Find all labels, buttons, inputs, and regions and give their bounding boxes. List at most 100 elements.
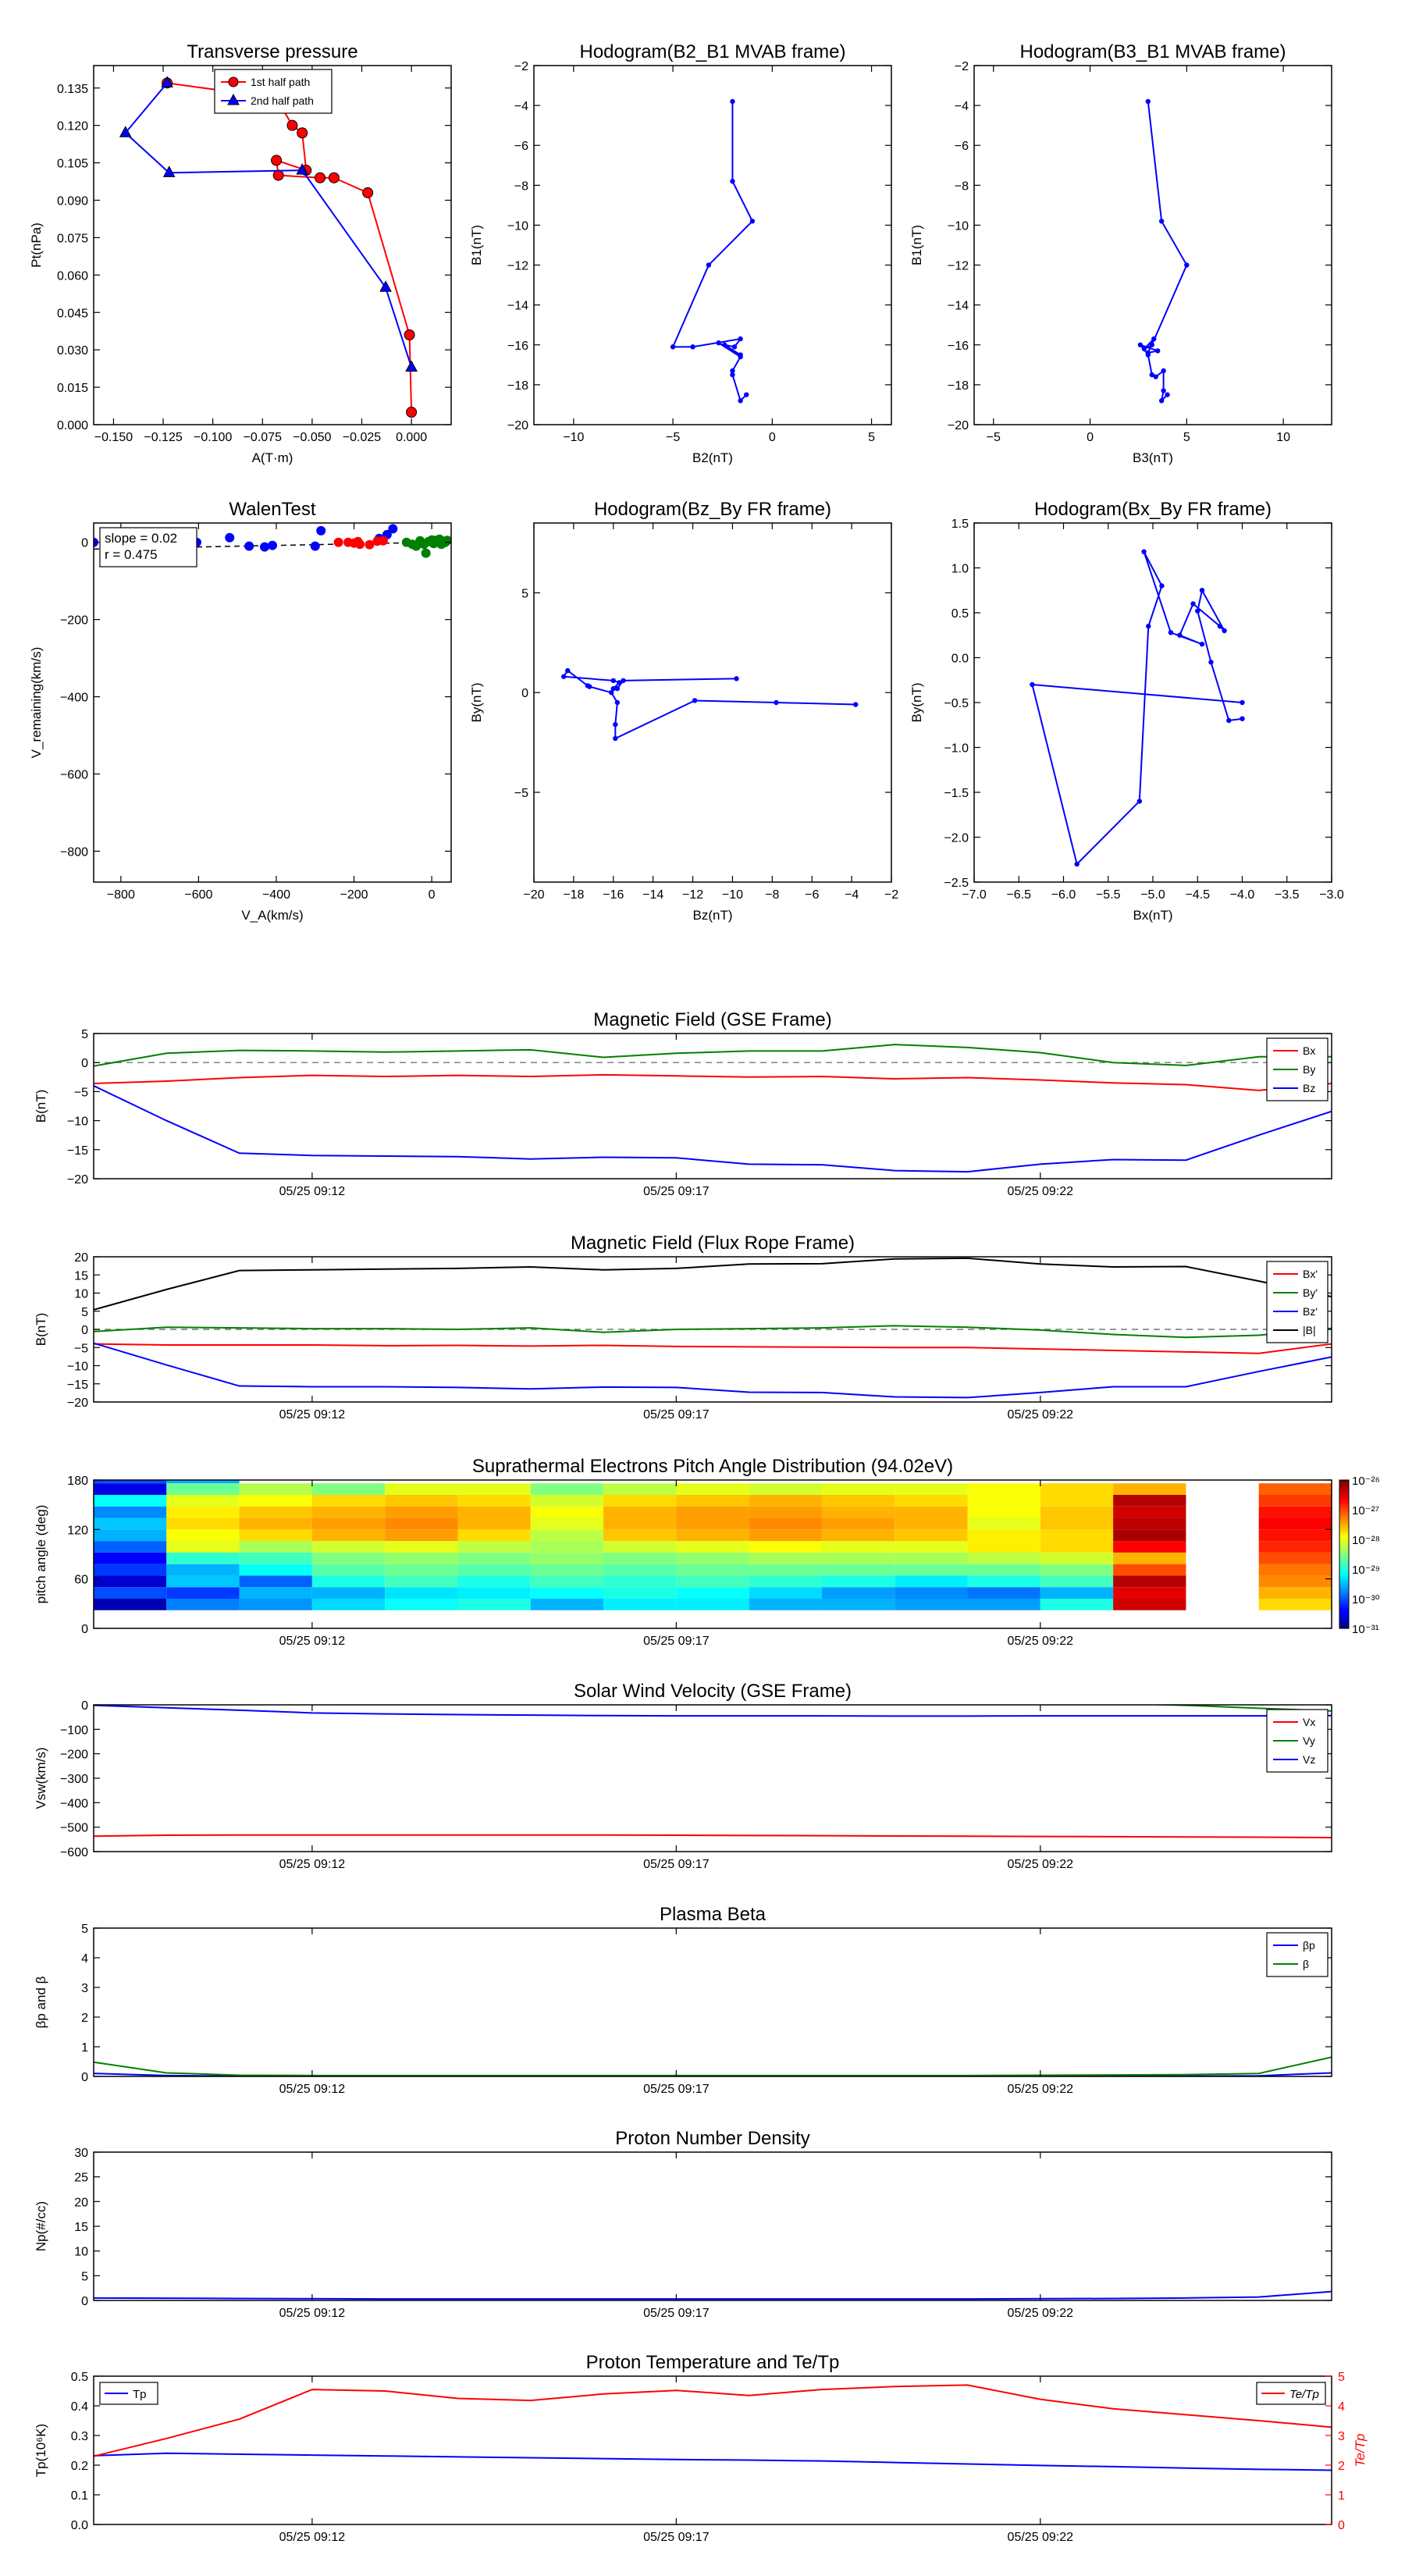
y-tick-label: 0.0 — [951, 653, 969, 666]
y-tick-label: 0.0 — [71, 2519, 88, 2532]
data-point — [621, 678, 626, 684]
heatmap-cell — [311, 1529, 386, 1542]
y-tick-label: 0.4 — [71, 2400, 88, 2414]
data-point — [738, 398, 743, 404]
heatmap-cell — [1040, 1587, 1114, 1599]
data-point — [614, 699, 621, 706]
y-tick-label: 4 — [81, 1952, 88, 1966]
heatmap-cell — [821, 1506, 895, 1518]
chart-title: Plasma Beta — [660, 1904, 767, 1925]
y-tick-label: −15 — [67, 1144, 88, 1158]
chart-title: Hodogram(B3_B1 MVAB frame) — [1019, 41, 1286, 62]
y-tick-label: 25 — [74, 2172, 88, 2185]
heatmap-cell — [603, 1564, 677, 1576]
y-tick-label: −20 — [507, 419, 528, 432]
series-group — [94, 1257, 1332, 1399]
heatmap-cell — [821, 1541, 895, 1553]
heatmap-cell — [239, 1552, 312, 1564]
data-point — [610, 678, 616, 684]
data-point — [730, 179, 735, 184]
x-axis-label: B2(nT) — [692, 450, 733, 465]
heatmap-cell — [311, 1506, 386, 1518]
series-line-By' — [94, 1325, 1332, 1339]
heatmap-cell — [94, 1529, 167, 1542]
heatmap-cell — [94, 1587, 167, 1599]
data-point — [1149, 342, 1154, 347]
x-tick-label: 05/25 09:12 — [279, 1858, 346, 1871]
x-tick-label: 05/25 09:22 — [1008, 2307, 1074, 2320]
data-point — [1217, 624, 1223, 629]
x-tick-label: 10 — [1276, 431, 1290, 444]
heatmap-cell — [749, 1506, 822, 1518]
x-tick-label: 0 — [1087, 431, 1094, 444]
chart-hodo1: −10 −5 0 5 −20 −18 −16 −14 −12 −10 −8 −6 −4 −2 Hodogra… — [469, 41, 892, 465]
heatmap-cell — [166, 1552, 240, 1564]
chart-title: Magnetic Field (Flux Rope Frame) — [571, 1233, 855, 1254]
heatmap-cell — [1258, 1599, 1332, 1610]
y-tick-label: 0.060 — [57, 269, 88, 283]
colorbar-step — [1339, 1519, 1349, 1523]
heatmap-cell — [749, 1564, 822, 1576]
data-point — [738, 354, 743, 360]
colorbar-step — [1339, 1527, 1349, 1530]
x-tick-label: −0.050 — [293, 431, 331, 444]
y-tick-label: 0.1 — [71, 2489, 88, 2503]
series-group — [670, 98, 756, 404]
x-tick-label: −20 — [523, 888, 544, 902]
series-line-Te/Tp — [94, 2384, 1332, 2457]
y-tick-label: −14 — [948, 300, 969, 313]
heatmap-cell — [821, 1599, 895, 1610]
data-point — [1141, 549, 1147, 554]
heatmap-cell — [603, 1529, 677, 1542]
x-tick-label: −0.125 — [144, 431, 182, 444]
colorbar-step — [1339, 1517, 1349, 1521]
plot-frame — [93, 2375, 1332, 2525]
heatmap-cell — [821, 1529, 895, 1542]
data-point — [1159, 583, 1165, 589]
colorbar-step — [1339, 1564, 1349, 1567]
data-point — [260, 542, 270, 552]
y-tick-label-right: 0 — [1338, 2519, 1345, 2532]
data-point — [119, 126, 132, 137]
y-tick-label: 0 — [81, 1699, 88, 1713]
data-point — [738, 336, 743, 342]
data-point — [734, 676, 739, 681]
x-tick-label: 5 — [868, 431, 875, 444]
heatmap-cell — [1040, 1495, 1114, 1507]
y-axis-label: pitch angle (deg) — [34, 1505, 48, 1604]
heatmap-cell — [1258, 1575, 1332, 1588]
y-tick-label: −12 — [507, 260, 528, 273]
series-line-1st half path — [167, 82, 413, 413]
y-tick-label: 15 — [74, 1269, 88, 1283]
x-tick-label: −2 — [884, 888, 898, 902]
heatmap-cell — [239, 1564, 312, 1576]
heatmap-cell — [895, 1517, 968, 1530]
data-point — [1158, 219, 1165, 224]
heatmap-cell — [311, 1599, 386, 1610]
y-tick-label: −8 — [514, 180, 528, 193]
legend-label: Bx — [1303, 1044, 1315, 1057]
colorbar-step — [1339, 1546, 1349, 1550]
heatmap-cell — [166, 1599, 240, 1610]
heatmap-cell — [895, 1599, 968, 1610]
heatmap-cell — [603, 1517, 677, 1530]
heatmap-cell — [676, 1529, 749, 1542]
data-point — [617, 680, 622, 685]
colorbar-step — [1339, 1584, 1349, 1587]
series-line-0 — [94, 2290, 1332, 2300]
y-tick-label: −10 — [67, 1361, 88, 1374]
y-tick-label: −5 — [74, 1086, 88, 1099]
series-line-Vz — [94, 1705, 1332, 1717]
heatmap-cell — [385, 1587, 458, 1599]
y-tick-label: 0 — [81, 2071, 88, 2084]
heatmap-cell — [457, 1564, 531, 1576]
annotation-frame — [99, 527, 197, 568]
heatmap-cell — [311, 1517, 386, 1530]
x-axis-label: V_A(km/s) — [241, 908, 303, 923]
heatmap-cell — [311, 1575, 386, 1588]
heatmap-cell — [166, 1517, 240, 1530]
x-tick-label: 05/25 09:22 — [1008, 1858, 1074, 1871]
heatmap-cell — [676, 1483, 749, 1495]
y-tick-label: −16 — [948, 340, 969, 353]
heatmap-cell — [311, 1587, 386, 1599]
